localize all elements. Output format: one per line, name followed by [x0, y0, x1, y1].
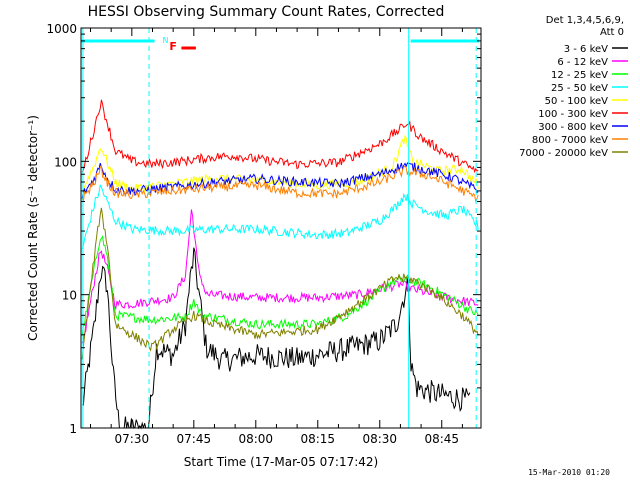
x-tick-label-0830: 08:30: [362, 432, 397, 446]
legend-label-9: 7000 - 20000 keV: [519, 148, 608, 159]
y-axis-label: Corrected Count Rate (s⁻¹ detector⁻¹): [26, 115, 40, 341]
series-line-4: [81, 183, 479, 249]
flag-label-N: N: [163, 36, 169, 45]
legend-header-1: Det 1,3,4,5,6,9,: [546, 15, 624, 26]
x-tick-label-0815: 08:15: [300, 432, 335, 446]
x-axis-label: Start Time (17-Mar-05 07:17:42): [184, 455, 378, 469]
legend-label-1: 3 - 6 keV: [564, 44, 608, 55]
series-line-9: [81, 207, 479, 360]
y-tick-label-10: 10: [62, 289, 77, 303]
x-tick-label-0800: 08:00: [238, 432, 273, 446]
x-tick-label-0845: 08:45: [424, 432, 459, 446]
series-line-8: [81, 164, 479, 203]
series-line-6: [81, 99, 479, 174]
y-tick-label-1000: 1000: [46, 22, 77, 36]
legend-label-4: 25 - 50 keV: [551, 83, 608, 94]
chart-title: HESSI Observing Summary Count Rates, Cor…: [88, 4, 445, 20]
flag-label-F: F: [169, 40, 177, 53]
footer-timestamp: 15-Mar-2010 01:20: [528, 468, 610, 477]
legend-label-8: 800 - 7000 keV: [532, 135, 608, 146]
legend-label-5: 50 - 100 keV: [545, 96, 609, 107]
series-line-5: [81, 134, 479, 193]
legend-label-6: 100 - 300 keV: [538, 109, 608, 120]
x-tick-label-0745: 07:45: [177, 432, 212, 446]
legend-header-2: Att 0: [600, 27, 624, 38]
y-tick-label-1: 1: [69, 422, 77, 436]
plot-frame: [80, 27, 482, 429]
legend: Det 1,3,4,5,6,9,Att 0 3 - 6 keV 6 - 12 keV…: [519, 15, 628, 159]
series-line-7: [81, 162, 479, 199]
x-tick-label-0730: 07:30: [115, 432, 150, 446]
y-tick-label-100: 100: [54, 155, 77, 169]
legend-label-3: 12 - 25 keV: [551, 70, 608, 81]
legend-label-7: 300 - 800 keV: [538, 122, 608, 133]
plot-area: N F 1 10 100 1000 07:30 07:45 08:00 08:15 08:30 08:…: [46, 22, 482, 446]
legend-label-2: 6 - 12 keV: [557, 57, 608, 68]
series-line-2: [81, 209, 479, 344]
